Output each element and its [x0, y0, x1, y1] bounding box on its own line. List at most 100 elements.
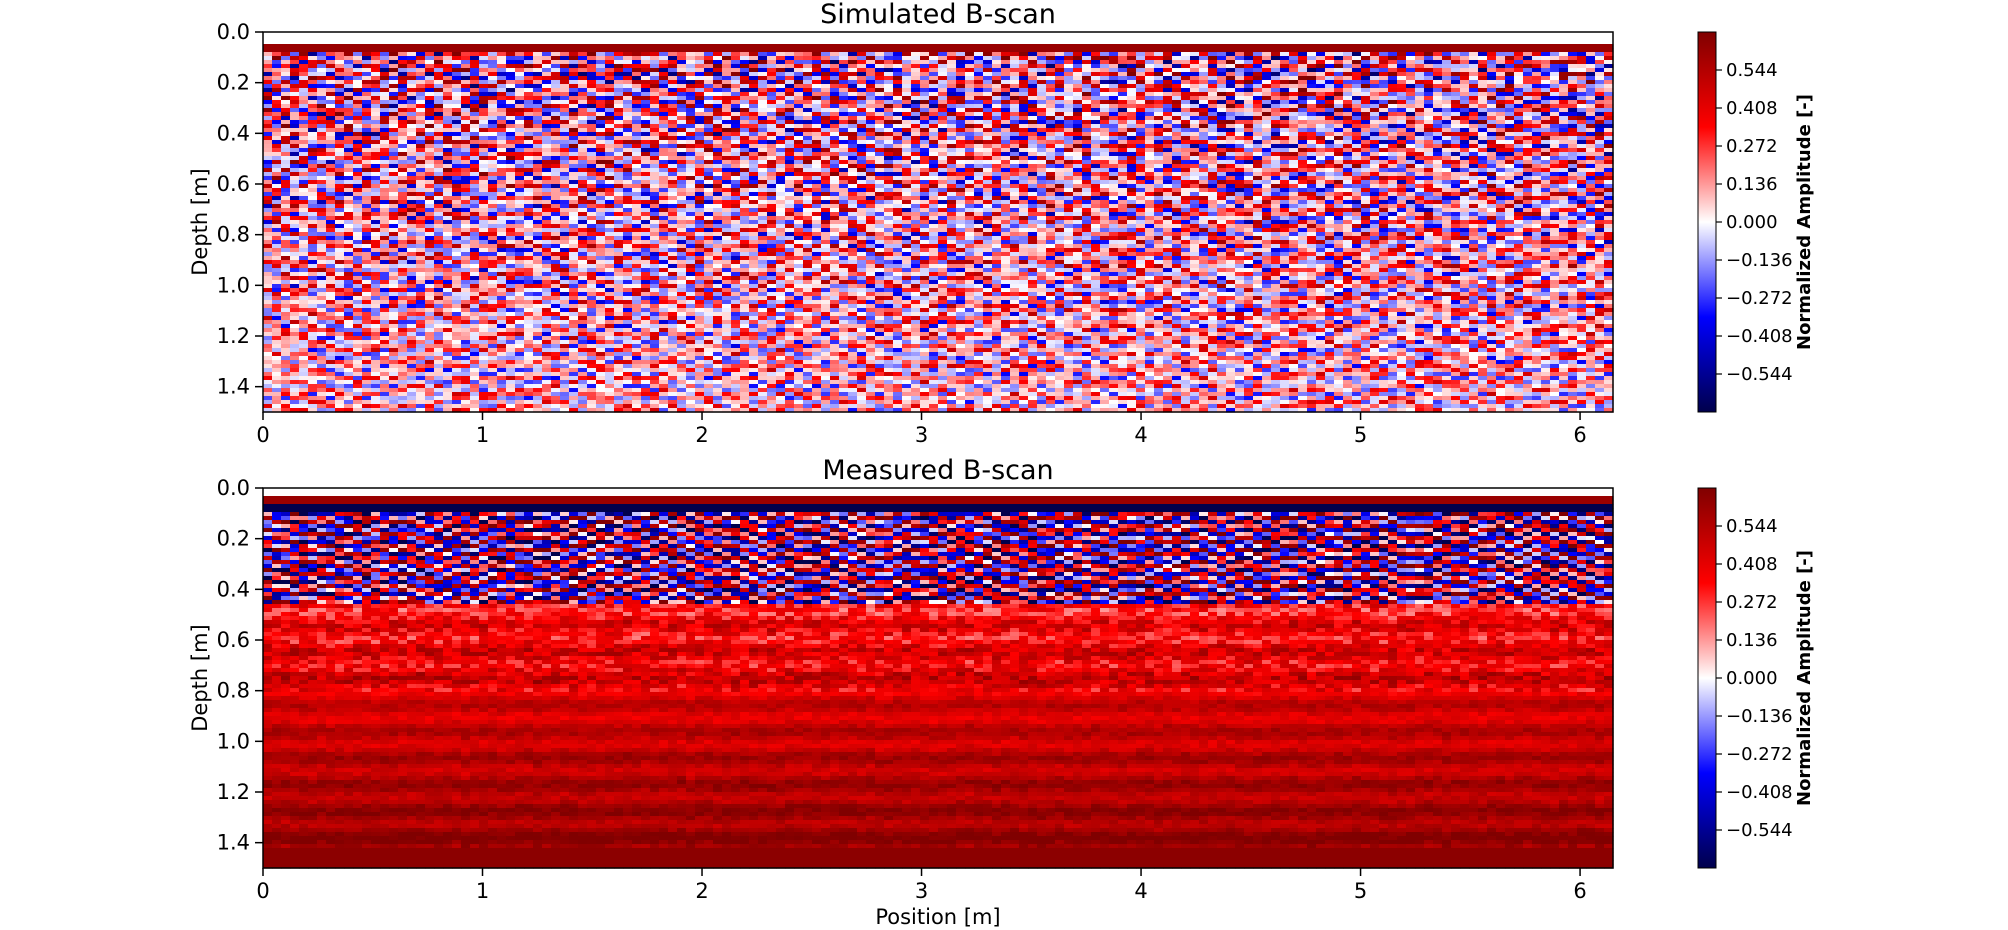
amplitude-cell [1244, 52, 1254, 57]
amplitude-cell [947, 128, 957, 133]
amplitude-cell [533, 160, 543, 165]
amplitude-cell [1289, 56, 1299, 61]
amplitude-cell [1109, 48, 1119, 53]
amplitude-cell [929, 172, 939, 177]
amplitude-cell [992, 136, 1002, 141]
amplitude-cell [659, 108, 669, 113]
amplitude-cell [371, 124, 381, 129]
amplitude-cell [767, 104, 777, 109]
amplitude-cell [362, 144, 372, 149]
amplitude-cell [1406, 152, 1416, 157]
amplitude-cell [362, 128, 372, 133]
amplitude-cell [317, 68, 327, 73]
amplitude-cell [1154, 112, 1164, 117]
amplitude-cell [857, 44, 867, 49]
amplitude-cell [1127, 84, 1137, 89]
amplitude-cell [1487, 148, 1497, 153]
amplitude-cell [902, 136, 912, 141]
amplitude-cell [1226, 136, 1236, 141]
amplitude-cell [938, 60, 948, 65]
amplitude-cell [722, 136, 732, 141]
amplitude-cell [479, 80, 489, 85]
amplitude-cell [1190, 168, 1200, 173]
amplitude-cell [1415, 96, 1425, 101]
amplitude-cell [713, 104, 723, 109]
amplitude-cell [542, 48, 552, 53]
amplitude-cell [371, 108, 381, 113]
amplitude-cell [1064, 108, 1074, 113]
amplitude-cell [1595, 48, 1605, 53]
amplitude-cell [1100, 156, 1110, 161]
amplitude-cell [281, 160, 291, 165]
amplitude-cell [515, 72, 525, 77]
amplitude-cell [1586, 148, 1596, 153]
amplitude-cell [794, 168, 804, 173]
amplitude-cell [1280, 76, 1290, 81]
amplitude-cell [794, 92, 804, 97]
amplitude-cell [623, 48, 633, 53]
amplitude-cell [1073, 168, 1083, 173]
amplitude-cell [1496, 52, 1506, 57]
amplitude-cell [569, 172, 579, 177]
amplitude-cell [515, 140, 525, 145]
amplitude-cell [1154, 44, 1164, 49]
amplitude-cell [461, 92, 471, 97]
amplitude-cell [695, 128, 705, 133]
amplitude-cell [461, 112, 471, 117]
amplitude-cell [524, 152, 534, 157]
amplitude-cell [974, 168, 984, 173]
amplitude-cell [713, 164, 723, 169]
amplitude-cell [344, 60, 354, 65]
amplitude-cell [1451, 72, 1461, 77]
amplitude-cell [965, 140, 975, 145]
amplitude-cell [893, 44, 903, 49]
amplitude-cell [803, 144, 813, 149]
amplitude-cell [452, 100, 462, 105]
amplitude-cell [407, 104, 417, 109]
amplitude-cell [569, 136, 579, 141]
amplitude-cell [281, 144, 291, 149]
amplitude-cell [1550, 56, 1560, 61]
amplitude-cell [1397, 48, 1407, 53]
amplitude-cell [704, 72, 714, 77]
amplitude-cell [407, 128, 417, 133]
amplitude-cell [947, 104, 957, 109]
amplitude-cell [821, 152, 831, 157]
amplitude-cell [983, 152, 993, 157]
amplitude-cell [857, 132, 867, 137]
amplitude-cell [731, 76, 741, 81]
amplitude-cell [803, 76, 813, 81]
amplitude-cell [587, 60, 597, 65]
amplitude-cell [659, 176, 669, 181]
amplitude-cell [551, 52, 561, 57]
amplitude-cell [1262, 132, 1272, 137]
amplitude-cell [317, 80, 327, 85]
amplitude-cell [893, 52, 903, 57]
amplitude-cell [677, 100, 687, 105]
amplitude-cell [1469, 128, 1479, 133]
amplitude-cell [443, 52, 453, 57]
amplitude-cell [1073, 104, 1083, 109]
amplitude-cell [839, 96, 849, 101]
amplitude-cell [911, 152, 921, 157]
amplitude-cell [1496, 124, 1506, 129]
amplitude-cell [848, 136, 858, 141]
amplitude-cell [1037, 112, 1047, 117]
amplitude-cell [704, 120, 714, 125]
amplitude-cell [677, 76, 687, 81]
amplitude-cell [812, 140, 822, 145]
amplitude-cell [1505, 80, 1515, 85]
amplitude-cell [1442, 52, 1452, 57]
amplitude-cell [1352, 88, 1362, 93]
amplitude-cell [1019, 84, 1029, 89]
amplitude-cell [695, 116, 705, 121]
amplitude-cell [1280, 116, 1290, 121]
amplitude-cell [551, 160, 561, 165]
amplitude-cell [677, 64, 687, 69]
amplitude-cell [398, 108, 408, 113]
amplitude-cell [1541, 80, 1551, 85]
amplitude-cell [272, 164, 282, 169]
amplitude-cell [704, 140, 714, 145]
amplitude-cell [1559, 168, 1569, 173]
amplitude-cell [416, 168, 426, 173]
